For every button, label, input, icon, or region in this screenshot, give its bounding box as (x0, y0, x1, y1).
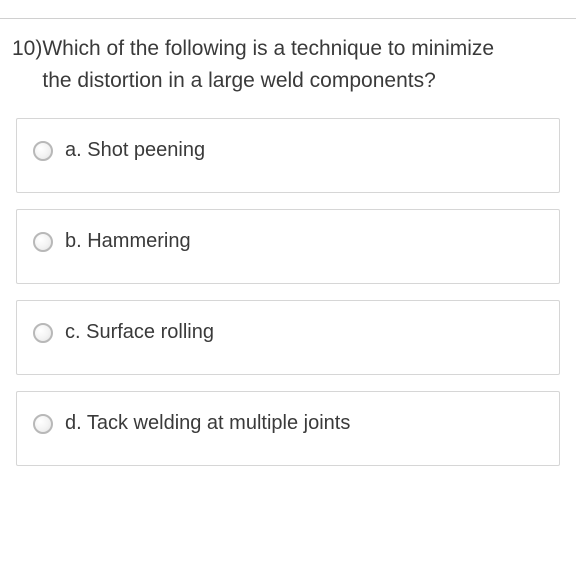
radio-icon[interactable] (33, 323, 53, 343)
radio-icon[interactable] (33, 232, 53, 252)
radio-icon[interactable] (33, 141, 53, 161)
question-block: 10) Which of the following is a techniqu… (0, 19, 576, 96)
option-c[interactable]: c. Surface rolling (16, 300, 560, 375)
option-a[interactable]: a. Shot peening (16, 118, 560, 193)
option-label: a. Shot peening (65, 139, 205, 162)
option-label: d. Tack welding at multiple joints (65, 412, 350, 435)
question-text: Which of the following is a technique to… (42, 33, 560, 96)
option-b[interactable]: b. Hammering (16, 209, 560, 284)
radio-icon[interactable] (33, 414, 53, 434)
option-d[interactable]: d. Tack welding at multiple joints (16, 391, 560, 466)
question-number: 10) (12, 33, 42, 65)
option-label: b. Hammering (65, 230, 191, 253)
option-label: c. Surface rolling (65, 321, 214, 344)
options-list: a. Shot peening b. Hammering c. Surface … (0, 96, 576, 466)
